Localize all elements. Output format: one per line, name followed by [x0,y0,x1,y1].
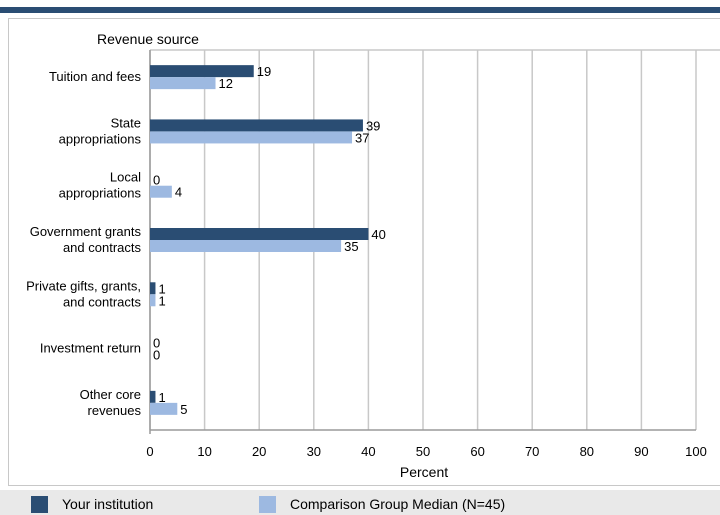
bar-comparison-0 [150,77,216,90]
x-tick-label-30: 30 [307,444,321,459]
category-label-5-0: Investment return [40,341,141,356]
bar-your-institution-3 [150,228,369,240]
legend-swatch-your-institution [31,495,48,513]
category-label-0-0: Tuition and fees [49,69,142,84]
legend-label-comparison-group: Comparison Group Median (N=45) [290,496,506,512]
category-labels: Tuition and feesStateappropriationsLocal… [26,69,141,418]
chart-title: Revenue source [97,31,199,47]
category-label-1-1: appropriations [59,131,142,146]
x-tick-label-80: 80 [580,444,594,459]
category-label-6-0: Other core [80,387,141,402]
data-label-your-institution-5: 0 [153,336,160,351]
x-tick-label-50: 50 [416,444,430,459]
x-tick-label-100: 100 [685,444,707,459]
data-label-comparison-2: 4 [175,185,182,200]
chart-frame [8,18,720,486]
bar-comparison-4 [150,294,156,307]
category-label-4-1: and contracts [63,294,142,309]
category-label-4-0: Private gifts, grants, [26,278,141,293]
category-label-2-1: appropriations [59,186,142,201]
legend-item-comparison-group: Comparison Group Median (N=45) [259,494,505,514]
data-label-comparison-4: 1 [158,293,165,308]
bar-comparison-6 [150,402,178,415]
legend-item-your-institution: Your institution [31,494,153,514]
x-tick-label-90: 90 [634,444,648,459]
category-label-6-1: revenues [88,403,142,418]
category-label-3-0: Government grants [30,224,142,239]
bar-your-institution-4 [150,282,156,295]
data-label-comparison-3: 35 [344,239,358,254]
x-axis-label: Percent [400,464,448,480]
x-tick-label-10: 10 [197,444,211,459]
category-label-2-0: Local [110,170,141,185]
x-tick-labels: 0 10 20 30 40 50 60 70 80 90 100 [146,444,706,459]
data-label-comparison-6: 5 [180,402,187,417]
legend-swatch-comparison-group [259,495,276,513]
x-tick-label-70: 70 [525,444,539,459]
x-tick-label-20: 20 [252,444,266,459]
data-label-comparison-0: 12 [219,76,233,91]
data-label-your-institution-0: 19 [257,64,271,79]
data-label-your-institution-2: 0 [153,173,160,188]
x-tick-label-60: 60 [470,444,484,459]
bar-your-institution-1 [150,119,363,132]
data-label-your-institution-3: 40 [371,227,385,242]
legend-label-your-institution: Your institution [62,496,154,512]
data-label-your-institution-4: 1 [158,281,165,296]
top-accent-bar [0,7,720,13]
x-tick-label-0: 0 [146,444,153,459]
bar-comparison-1 [150,131,353,144]
category-label-3-1: and contracts [63,240,142,255]
bar-your-institution-6 [150,390,156,403]
bars [150,65,369,415]
data-label-your-institution-6: 1 [158,390,165,405]
category-label-1-0: State [111,115,141,130]
data-label-comparison-5: 0 [153,348,160,363]
bar-comparison-2 [150,185,172,198]
legend: Your institution Comparison Group Median… [0,490,720,515]
x-tick-label-40: 40 [361,444,375,459]
data-label-comparison-1: 37 [355,130,369,145]
bar-comparison-3 [150,240,342,252]
bar-your-institution-0 [150,65,254,78]
data-label-your-institution-1: 39 [366,118,380,133]
